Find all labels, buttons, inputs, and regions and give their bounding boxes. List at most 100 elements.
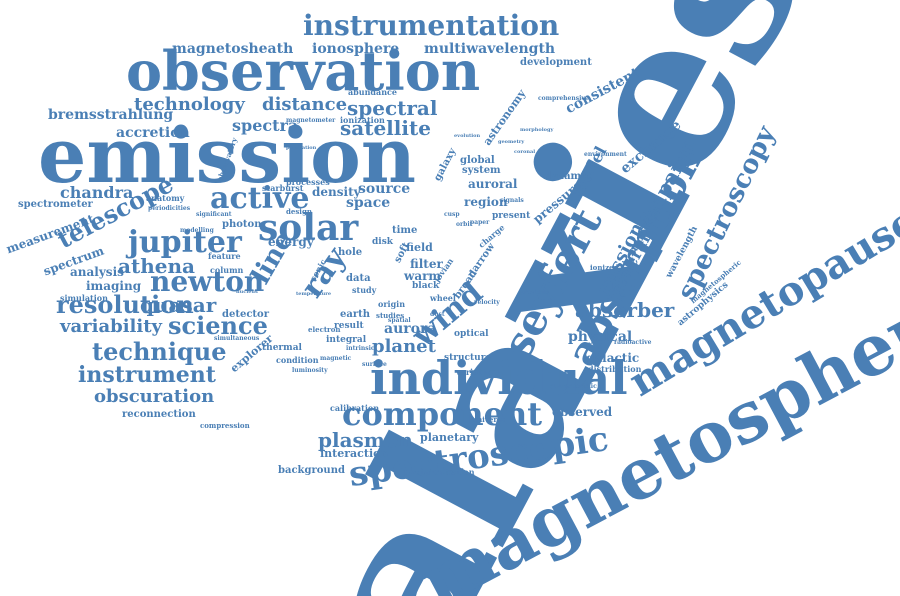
word-thermal: thermal [262, 343, 302, 353]
word-planet: planet [372, 336, 436, 357]
word-previous: previous [520, 289, 549, 296]
word-spatial: spatial [388, 317, 411, 324]
word-wheel: wheel [430, 293, 456, 303]
word-observed: observed [552, 405, 613, 419]
word-science: science [168, 311, 268, 340]
word-magnetometer: magnetometer [286, 117, 336, 124]
word-simultaneous: simultaneous [214, 335, 260, 342]
word-morphology: morphology [520, 127, 554, 133]
word-electron: electron [308, 325, 341, 334]
word-distance: distance [262, 94, 348, 115]
word-interaction: interaction [320, 447, 389, 460]
word-environment: environment [584, 151, 627, 158]
word-calibration: calibration [330, 403, 380, 413]
word-solar: solar [258, 207, 359, 249]
word-variation: variation [456, 367, 497, 377]
word-background: background [278, 465, 345, 476]
word-abundance: abundance [348, 87, 397, 97]
word-black: black [412, 281, 440, 291]
word-instrumentation: instrumentation [303, 9, 560, 42]
word-quasar: quasar [140, 293, 217, 317]
word-galaxy: galaxy [432, 146, 459, 184]
word-imaging: imaging [86, 279, 142, 293]
word-studies: studies [376, 311, 405, 320]
word-field: field [406, 241, 433, 254]
word-resolution: resolution [56, 290, 194, 319]
word-column: column [210, 265, 244, 275]
word-study: study [352, 285, 377, 295]
word-auroral: auroral [468, 177, 518, 191]
word-characteristic: characteristic [550, 383, 597, 390]
word-observation: observation [126, 39, 481, 103]
word-earth: earth [340, 309, 370, 320]
word-distribution: distribution [588, 364, 642, 374]
word-accretion: accretion [116, 125, 190, 141]
word-photoionisation: photoionisation [404, 467, 475, 477]
word-geometry: geometry [498, 139, 525, 145]
word-magnetic: magnetic [320, 355, 352, 362]
word-instrument: instrument [78, 362, 216, 388]
word-source: source [358, 181, 411, 197]
word-satellite: satellite [340, 116, 431, 140]
word-evolution: evolution [454, 133, 481, 139]
word-athena: athena [118, 254, 195, 278]
word-ionosphere: ionosphere [312, 41, 400, 57]
word-analysis: analysis [70, 265, 124, 279]
word-bremsstrahlung: bremsstrahlung [48, 107, 174, 123]
word-dynamic: dynamic [544, 171, 592, 182]
word-cusp: cusp [444, 211, 460, 218]
word-newton: newton [150, 265, 265, 298]
word-present: present [492, 211, 531, 221]
word-result: result [334, 321, 364, 331]
word-density: density [312, 185, 361, 199]
word-photon: photon [222, 219, 262, 230]
word-galactic: galactic [586, 351, 640, 365]
word-coronal: coronal [514, 149, 536, 155]
word-velocity: velocity [474, 299, 500, 306]
word-condition: condition [276, 355, 319, 365]
word-technology: technology [134, 94, 245, 115]
word-compression: compression [200, 421, 250, 430]
word-active: active [210, 181, 310, 216]
word-variability: variability [60, 316, 162, 337]
word-intrinsic: intrinsic [346, 345, 375, 352]
word-significant: significant [196, 211, 232, 218]
word-processes: processes [286, 177, 330, 187]
word-energy: energy [268, 235, 314, 249]
word-signals: signals [500, 197, 524, 204]
word-nucleus: nucleus [236, 289, 258, 295]
word-periodicities: periodicities [148, 205, 191, 212]
word-optical: optical [454, 329, 489, 339]
word-design: design [286, 207, 312, 216]
word-aurora: aurora [384, 321, 437, 337]
word-starburst: starburst [262, 183, 304, 193]
word-data: data [346, 273, 371, 284]
word-magnetosheath: magnetosheath [172, 41, 294, 57]
word-reconnection: reconnection [122, 409, 196, 420]
word-comprehensive: comprehensive [538, 95, 589, 102]
word-simulation: simulation [60, 293, 108, 303]
word-origin: origin [378, 299, 406, 309]
word-disk: disk [372, 237, 394, 247]
word-spectra: spectra [232, 116, 299, 135]
word-individual: individual [370, 351, 628, 405]
word-multiwavelength: multiwavelength [424, 41, 556, 57]
word-technique: technique [92, 337, 227, 366]
word-integral: integral [326, 335, 367, 345]
word-plasmon: plasmon [318, 428, 413, 452]
word-paper: paper [470, 219, 490, 226]
word-jupiter: jupiter [128, 225, 242, 260]
word-detector: detector [222, 309, 269, 320]
word-obscuration: obscuration [94, 386, 215, 407]
word-structure: structure [444, 353, 492, 363]
word-absorber: absorber [575, 298, 675, 322]
word-component: component [342, 395, 543, 433]
word-emission: emission [38, 111, 417, 200]
word-hole: hole [338, 247, 363, 258]
word-modelling: modelling [180, 227, 214, 234]
word-orbit: orbit [456, 221, 473, 228]
word-surface: surface [362, 361, 387, 368]
word-radioactive: radioactive [614, 339, 652, 346]
word-global: global [460, 155, 495, 166]
